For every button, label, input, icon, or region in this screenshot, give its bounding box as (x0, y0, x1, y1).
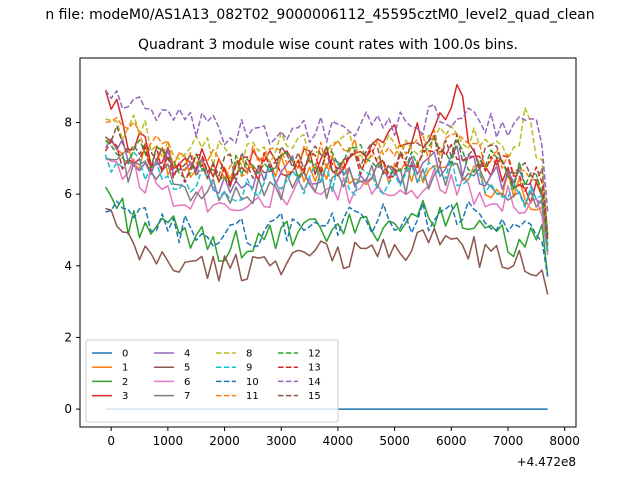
y-tick-label: 0 (64, 402, 72, 416)
legend-label-9: 9 (246, 363, 252, 374)
series-line-7 (105, 152, 549, 252)
axes-frame (79, 57, 577, 428)
legend-frame (85, 339, 339, 423)
legend-label-4: 4 (184, 349, 190, 360)
series-layer (104, 83, 549, 410)
x-tick-label: 8000 (549, 434, 580, 448)
legend-label-15: 15 (308, 391, 321, 402)
legend-label-14: 14 (308, 377, 321, 388)
y-tick-label: 4 (64, 259, 72, 273)
x-tick-label: 3000 (266, 434, 297, 448)
legend-label-2: 2 (122, 377, 128, 388)
legend-label-8: 8 (246, 349, 252, 360)
chart-title: Quadrant 3 module wise count rates with … (138, 37, 518, 53)
series-line-15 (105, 125, 549, 236)
series-line-12 (104, 137, 549, 245)
x-tick-label: 5000 (379, 434, 410, 448)
x-tick-label: 6000 (436, 434, 467, 448)
legend-label-5: 5 (184, 363, 190, 374)
series-line-10 (105, 200, 549, 277)
y-tick-label: 2 (64, 330, 72, 344)
x-tick-label: 2000 (209, 434, 240, 448)
plot-area (79, 57, 577, 428)
series-line-13 (104, 140, 549, 241)
series-line-6 (105, 157, 549, 256)
tick-layer: 0 1000 2000 3000 4000 5000 6000 7000 8000 0 2 4 6 8 (64, 115, 580, 448)
y-tick-label: 6 (64, 187, 72, 201)
legend-label-7: 7 (184, 391, 190, 402)
x-tick-label: 1000 (153, 434, 184, 448)
x-offset-label: +4.472e8 (517, 455, 576, 469)
x-tick-label: 7000 (493, 434, 524, 448)
x-tick-label: 0 (107, 434, 115, 448)
legend-label-12: 12 (308, 349, 321, 360)
legend-label-3: 3 (122, 391, 128, 402)
series-line-1 (105, 139, 549, 252)
legend-label-1: 1 (122, 363, 128, 374)
legend-label-6: 6 (184, 377, 190, 388)
series-line-2 (104, 186, 549, 277)
series-line-8 (105, 106, 549, 234)
legend-label-10: 10 (246, 377, 259, 388)
legend-label-11: 11 (246, 391, 259, 402)
suptitle: n file: modeM0/AS1A13_082T02_9000006112_… (45, 7, 594, 23)
legend-label-0: 0 (122, 349, 128, 360)
series-line-14 (104, 89, 549, 213)
x-tick-label: 4000 (323, 434, 354, 448)
series-line-9 (104, 151, 549, 254)
series-line-5 (105, 207, 549, 295)
y-tick-label: 8 (64, 115, 72, 129)
legend-label-13: 13 (308, 363, 321, 374)
